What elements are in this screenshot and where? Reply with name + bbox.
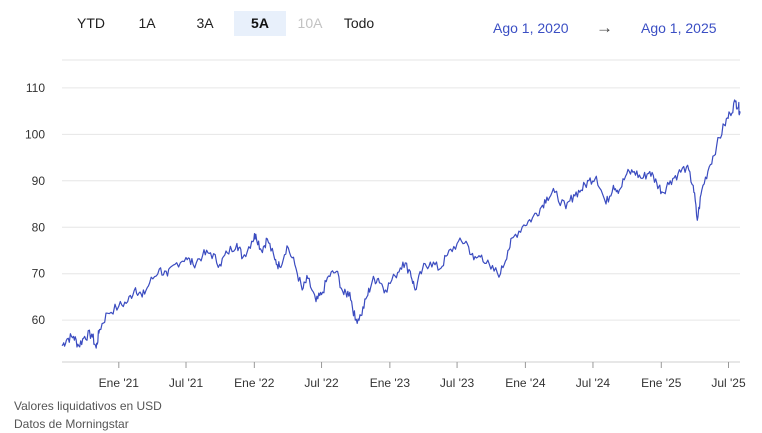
nav-line-chart: 60 70 80 90 100 110 Ene '21 Jul '21 Ene '22 Jul … bbox=[25, 59, 746, 390]
end-date-link[interactable]: Ago 1, 2025 bbox=[641, 20, 717, 36]
gridlines bbox=[62, 59, 740, 321]
range-tab-10a: 10A bbox=[297, 15, 323, 31]
x-tick-label: Ene '23 bbox=[370, 376, 411, 390]
x-tick-label: Ene '21 bbox=[99, 376, 140, 390]
y-tick-label: 80 bbox=[32, 220, 46, 234]
x-tick-label: Jul '25 bbox=[711, 376, 746, 390]
range-tab-5a[interactable]: 5A bbox=[234, 11, 286, 36]
y-tick-label: 70 bbox=[32, 267, 46, 281]
x-tick-label: Jul '24 bbox=[576, 376, 611, 390]
x-tick-label: Ene '25 bbox=[641, 376, 682, 390]
y-axis-labels: 60 70 80 90 100 110 bbox=[25, 81, 45, 327]
range-tab-3a[interactable]: 3A bbox=[196, 15, 214, 31]
start-date-link[interactable]: Ago 1, 2020 bbox=[493, 20, 569, 36]
x-tick-label: Jul '21 bbox=[169, 376, 204, 390]
y-tick-label: 100 bbox=[25, 127, 45, 141]
range-tab-1a[interactable]: 1A bbox=[138, 15, 156, 31]
y-tick-label: 60 bbox=[32, 313, 46, 327]
arrow-right-icon: → bbox=[596, 18, 613, 37]
y-tick-label: 110 bbox=[26, 81, 45, 95]
nav-series-line bbox=[61, 99, 741, 349]
x-tick-label: Ene '24 bbox=[505, 376, 546, 390]
x-tick-label: Jul '23 bbox=[440, 376, 475, 390]
range-tab-ytd[interactable]: YTD bbox=[77, 15, 105, 31]
range-selector: YTD 1A 3A 5A 10A Todo bbox=[64, 11, 384, 36]
range-tab-todo[interactable]: Todo bbox=[343, 15, 375, 31]
data-source: Datos de Morningstar bbox=[14, 417, 129, 431]
x-axis: Ene '21 Jul '21 Ene '22 Jul '22 Ene '23 Jul '… bbox=[62, 361, 746, 390]
x-tick-label: Ene '22 bbox=[234, 376, 275, 390]
currency-note: Valores liquidativos en USD bbox=[14, 399, 162, 413]
y-tick-label: 90 bbox=[32, 174, 46, 188]
x-tick-label: Jul '22 bbox=[304, 376, 339, 390]
